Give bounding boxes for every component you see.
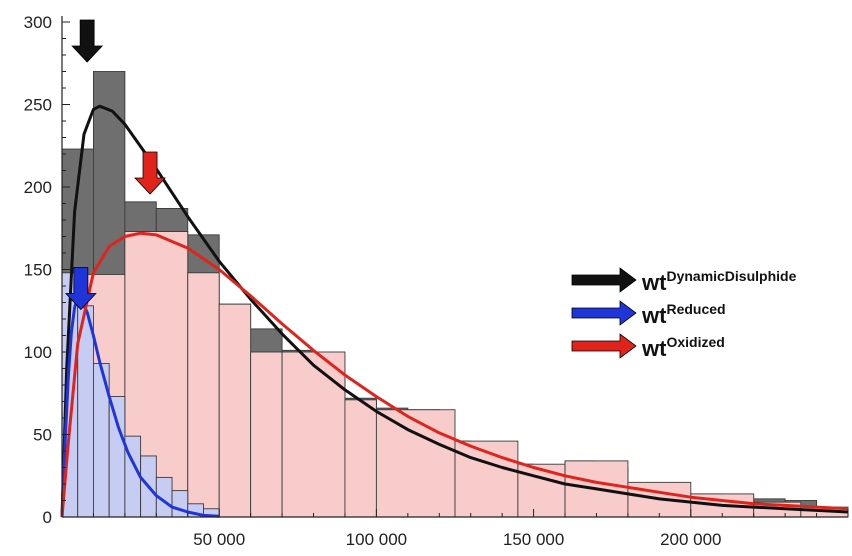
x-tick-label: 200 000 <box>660 530 721 549</box>
hist-bar-oxidized-4 <box>250 351 283 518</box>
down-arrow-dynamic <box>71 19 104 63</box>
legend-item-reduced: wtReduced <box>571 300 726 328</box>
y-tick-label: 50 <box>33 426 52 445</box>
histogram-bars <box>61 71 849 518</box>
legend-label-superscript: Oxidized <box>666 334 724 350</box>
y-tick-label: 0 <box>43 508 52 527</box>
legend-item-oxidized: wtOxidized <box>571 333 725 361</box>
x-tick-label: 50 000 <box>193 530 245 549</box>
legend-label-base: wt <box>641 303 667 328</box>
legend-arrow-dynamic <box>571 267 637 293</box>
fit-curves <box>60 104 849 518</box>
y-tick-label: 100 <box>24 343 52 362</box>
y-tick-label: 200 <box>24 178 52 197</box>
legend-label-superscript: Reduced <box>666 301 725 317</box>
y-tick-label: 300 <box>24 13 52 32</box>
down-arrow-reduced <box>64 267 97 311</box>
down-arrow-oxidized <box>134 151 166 195</box>
hist-bar-reduced-7 <box>171 490 189 518</box>
hist-bar-oxidized-2 <box>187 272 220 518</box>
legend-item-dynamic: wtDynamicDisulphide <box>571 267 797 295</box>
axes: 0 50 100 150 200 250 300 50 000 100 000 150 000 20… <box>24 13 849 549</box>
x-tick-label: 100 000 <box>346 530 407 549</box>
legend-label-base: wt <box>641 270 667 295</box>
legend-label-reduced: wtReduced <box>641 301 726 328</box>
curve-oxidized <box>60 231 849 518</box>
x-tick-label: 150 000 <box>503 530 564 549</box>
y-tick-label: 150 <box>24 261 52 280</box>
hist-bar-oxidized-3 <box>218 303 252 518</box>
curve-dynamic <box>60 104 849 518</box>
legend-label-superscript: DynamicDisulphide <box>666 268 796 284</box>
legend-label-base: wt <box>641 336 667 361</box>
legend-arrow-reduced <box>571 300 637 326</box>
hist-bar-oxidized-6 <box>344 399 377 518</box>
legend-label-dynamic: wtDynamicDisulphide <box>641 268 797 295</box>
y-tick-label: 250 <box>24 96 52 115</box>
hist-bar-oxidized-7 <box>375 409 456 518</box>
legend-arrow-oxidized <box>571 333 637 359</box>
curve-reduced <box>60 296 220 518</box>
legend-label-oxidized: wtOxidized <box>641 334 725 361</box>
hist-bar-oxidized-5 <box>281 351 346 518</box>
peak-arrows <box>64 19 166 311</box>
hist-bar-reduced-3 <box>108 396 126 518</box>
